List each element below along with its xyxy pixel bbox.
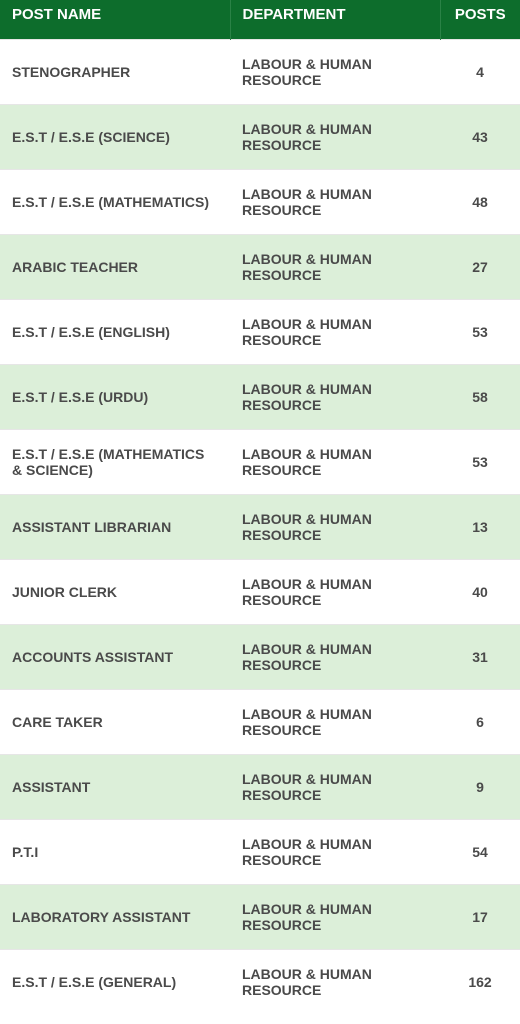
cell-post-name: ARABIC TEACHER	[0, 235, 230, 300]
cell-department: LABOUR & HUMAN RESOURCE	[230, 40, 440, 105]
col-post-name: POST NAME	[0, 0, 230, 40]
cell-post-name: E.S.T / E.S.E (GENERAL)	[0, 950, 230, 1015]
cell-department: LABOUR & HUMAN RESOURCE	[230, 430, 440, 495]
cell-department: LABOUR & HUMAN RESOURCE	[230, 885, 440, 950]
table-row: E.S.T / E.S.E (URDU)LABOUR & HUMAN RESOU…	[0, 365, 520, 430]
cell-posts: 53	[440, 300, 520, 365]
cell-post-name: CARE TAKER	[0, 690, 230, 755]
cell-posts: 4	[440, 40, 520, 105]
cell-department: LABOUR & HUMAN RESOURCE	[230, 755, 440, 820]
cell-post-name: E.S.T / E.S.E (URDU)	[0, 365, 230, 430]
cell-post-name: LABORATORY ASSISTANT	[0, 885, 230, 950]
table-row: E.S.T / E.S.E (GENERAL)LABOUR & HUMAN RE…	[0, 950, 520, 1015]
cell-post-name: E.S.T / E.S.E (MATHEMATICS)	[0, 170, 230, 235]
cell-department: LABOUR & HUMAN RESOURCE	[230, 105, 440, 170]
cell-department: LABOUR & HUMAN RESOURCE	[230, 950, 440, 1015]
cell-post-name: STENOGRAPHER	[0, 40, 230, 105]
cell-posts: 17	[440, 885, 520, 950]
table-row: ACCOUNTS ASSISTANTLABOUR & HUMAN RESOURC…	[0, 625, 520, 690]
cell-post-name: E.S.T / E.S.E (ENGLISH)	[0, 300, 230, 365]
cell-posts: 48	[440, 170, 520, 235]
cell-post-name: JUNIOR CLERK	[0, 560, 230, 625]
cell-posts: 40	[440, 560, 520, 625]
cell-department: LABOUR & HUMAN RESOURCE	[230, 820, 440, 885]
table-row: ARABIC TEACHERLABOUR & HUMAN RESOURCE27	[0, 235, 520, 300]
table-row: JUNIOR CLERKLABOUR & HUMAN RESOURCE40	[0, 560, 520, 625]
table-body: STENOGRAPHERLABOUR & HUMAN RESOURCE4E.S.…	[0, 40, 520, 1015]
cell-posts: 53	[440, 430, 520, 495]
cell-posts: 31	[440, 625, 520, 690]
cell-post-name: ASSISTANT	[0, 755, 230, 820]
cell-department: LABOUR & HUMAN RESOURCE	[230, 235, 440, 300]
cell-posts: 162	[440, 950, 520, 1015]
cell-post-name: E.S.T / E.S.E (MATHEMATICS & SCIENCE)	[0, 430, 230, 495]
table-header: POST NAME DEPARTMENT POSTS	[0, 0, 520, 40]
jobs-table: POST NAME DEPARTMENT POSTS STENOGRAPHERL…	[0, 0, 520, 1014]
cell-department: LABOUR & HUMAN RESOURCE	[230, 365, 440, 430]
cell-post-name: ASSISTANT LIBRARIAN	[0, 495, 230, 560]
table-row: E.S.T / E.S.E (ENGLISH)LABOUR & HUMAN RE…	[0, 300, 520, 365]
table-row: ASSISTANTLABOUR & HUMAN RESOURCE9	[0, 755, 520, 820]
col-department: DEPARTMENT	[230, 0, 440, 40]
table-row: CARE TAKERLABOUR & HUMAN RESOURCE6	[0, 690, 520, 755]
cell-post-name: P.T.I	[0, 820, 230, 885]
cell-posts: 43	[440, 105, 520, 170]
table-row: E.S.T / E.S.E (MATHEMATICS)LABOUR & HUMA…	[0, 170, 520, 235]
cell-post-name: ACCOUNTS ASSISTANT	[0, 625, 230, 690]
cell-posts: 54	[440, 820, 520, 885]
table-row: E.S.T / E.S.E (MATHEMATICS & SCIENCE)LAB…	[0, 430, 520, 495]
cell-department: LABOUR & HUMAN RESOURCE	[230, 170, 440, 235]
cell-department: LABOUR & HUMAN RESOURCE	[230, 690, 440, 755]
cell-posts: 9	[440, 755, 520, 820]
table-row: STENOGRAPHERLABOUR & HUMAN RESOURCE4	[0, 40, 520, 105]
cell-post-name: E.S.T / E.S.E (SCIENCE)	[0, 105, 230, 170]
table-row: P.T.ILABOUR & HUMAN RESOURCE54	[0, 820, 520, 885]
cell-posts: 58	[440, 365, 520, 430]
table-row: LABORATORY ASSISTANTLABOUR & HUMAN RESOU…	[0, 885, 520, 950]
cell-department: LABOUR & HUMAN RESOURCE	[230, 495, 440, 560]
cell-posts: 13	[440, 495, 520, 560]
col-posts: POSTS	[440, 0, 520, 40]
cell-posts: 6	[440, 690, 520, 755]
cell-department: LABOUR & HUMAN RESOURCE	[230, 625, 440, 690]
cell-department: LABOUR & HUMAN RESOURCE	[230, 560, 440, 625]
table-row: ASSISTANT LIBRARIANLABOUR & HUMAN RESOUR…	[0, 495, 520, 560]
table-row: E.S.T / E.S.E (SCIENCE)LABOUR & HUMAN RE…	[0, 105, 520, 170]
cell-posts: 27	[440, 235, 520, 300]
cell-department: LABOUR & HUMAN RESOURCE	[230, 300, 440, 365]
